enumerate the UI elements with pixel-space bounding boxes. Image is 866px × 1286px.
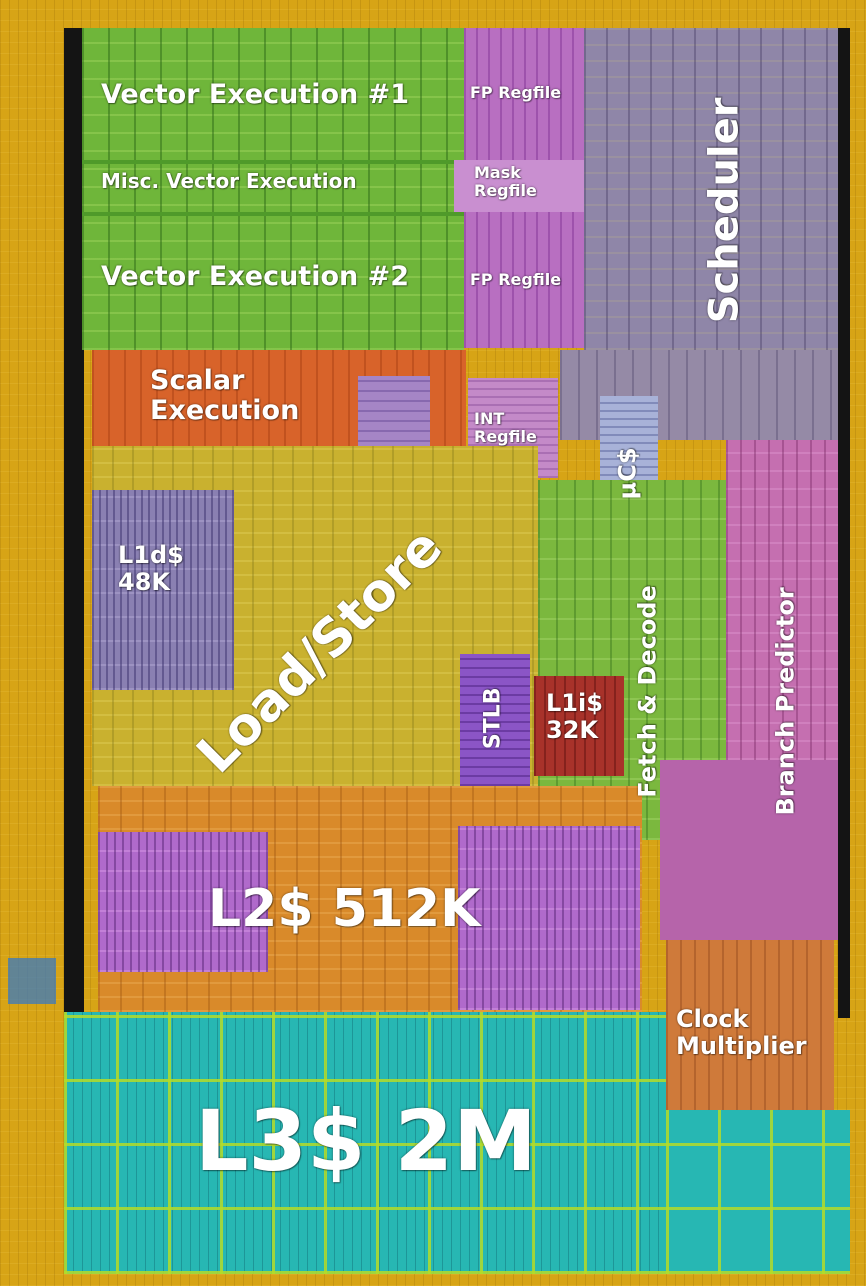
- core-shadow-left: [64, 28, 84, 1013]
- l2-purple-array-left: [98, 832, 268, 972]
- label-fetch-decode: Fetch & Decode: [633, 585, 662, 798]
- core-shadow-right: [838, 28, 850, 1018]
- label-scheduler: Scheduler: [701, 97, 748, 324]
- vector-exec-region: [82, 28, 464, 350]
- label-l2-cache: L2$ 512K: [208, 879, 481, 939]
- fp-regfile-block-2: [464, 212, 584, 348]
- stlb-block: [460, 654, 530, 786]
- label-vector-exec-2: Vector Execution #2: [101, 261, 410, 292]
- label-uop-cache: µC$: [613, 447, 642, 500]
- l3-cache-block: [64, 1012, 666, 1274]
- label-mask-regfile: Mask Regfile: [474, 163, 537, 200]
- vector-exec-divider-2: [82, 212, 464, 216]
- io-pad: [8, 958, 56, 1004]
- vector-exec-divider-1: [82, 160, 464, 164]
- label-fp-regfile-1: FP Regfile: [470, 83, 562, 102]
- label-clock-multiplier: Clock Multiplier: [676, 1005, 807, 1060]
- mask-regfile-block: [454, 160, 584, 212]
- label-l1i-cache: L1i$ 32K: [546, 689, 603, 744]
- l3-cache-block-right: [666, 1110, 850, 1274]
- label-int-regfile: INT Regfile: [474, 409, 537, 446]
- label-scalar-execution: Scalar Execution: [150, 365, 300, 427]
- scheduler-block: [584, 28, 838, 350]
- l2-purple-array-right: [458, 826, 640, 1010]
- fetch-decode-block: [538, 480, 728, 840]
- label-l3-cache: L3$ 2M: [195, 1092, 537, 1190]
- fp-regfile-block-1: [464, 28, 584, 160]
- clock-multiplier-block: [666, 940, 834, 1110]
- label-vector-exec-1: Vector Execution #1: [101, 79, 410, 110]
- l1i-cache-block: [534, 676, 624, 776]
- label-misc-vector-exec: Misc. Vector Execution: [101, 169, 357, 193]
- l1d-cache-block: [92, 490, 234, 690]
- label-stlb: STLB: [480, 687, 506, 750]
- branch-predictor-lower: [660, 760, 838, 940]
- label-l1d-cache: L1d$ 48K: [118, 541, 184, 596]
- scheduler-lower: [560, 350, 838, 440]
- label-fp-regfile-2: FP Regfile: [470, 270, 562, 289]
- label-branch-predictor: Branch Predictor: [771, 587, 800, 816]
